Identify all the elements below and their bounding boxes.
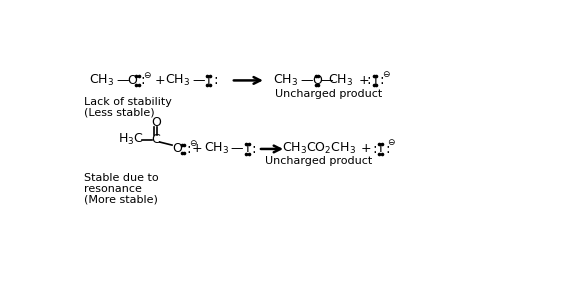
- Text: I: I: [373, 74, 377, 87]
- Text: +: +: [360, 142, 371, 156]
- Text: :: :: [140, 73, 145, 87]
- Text: $\mathrm{CH_3}$: $\mathrm{CH_3}$: [274, 73, 298, 88]
- Text: Uncharged product: Uncharged product: [275, 89, 382, 99]
- Text: :: :: [372, 142, 377, 156]
- Text: :: :: [385, 142, 390, 156]
- Text: —: —: [321, 74, 333, 87]
- Text: O: O: [127, 74, 138, 87]
- Text: $\mathrm{CH_3CO_2CH_3}$: $\mathrm{CH_3CO_2CH_3}$: [281, 141, 355, 156]
- Text: —: —: [301, 74, 313, 87]
- Text: —: —: [231, 142, 244, 156]
- Text: ⊖: ⊖: [387, 138, 395, 147]
- Text: O: O: [173, 142, 182, 156]
- Text: $\mathrm{H_3C}$: $\mathrm{H_3C}$: [118, 132, 144, 147]
- Text: Uncharged product: Uncharged product: [265, 156, 372, 166]
- Text: ⊖: ⊖: [382, 70, 390, 79]
- Text: $\mathrm{CH_3}$: $\mathrm{CH_3}$: [328, 73, 352, 88]
- Text: :: :: [213, 73, 218, 87]
- Text: :: :: [252, 142, 257, 156]
- Text: —: —: [192, 74, 205, 87]
- Text: Stable due to: Stable due to: [85, 173, 159, 183]
- Text: C: C: [151, 133, 160, 146]
- Text: +: +: [155, 74, 165, 87]
- Text: :: :: [380, 73, 384, 87]
- Text: ⊖: ⊖: [143, 71, 151, 80]
- Text: ⊖: ⊖: [189, 139, 197, 148]
- Text: $\mathrm{CH_3}$: $\mathrm{CH_3}$: [204, 141, 229, 156]
- Text: I: I: [378, 142, 382, 156]
- Text: +: +: [358, 74, 369, 87]
- Text: —: —: [116, 74, 129, 87]
- Text: I: I: [245, 142, 249, 156]
- Text: O: O: [151, 116, 161, 129]
- Text: (More stable): (More stable): [85, 195, 158, 205]
- Text: (Less stable): (Less stable): [85, 108, 155, 118]
- Text: I: I: [206, 74, 210, 87]
- Text: $\mathrm{CH_3}$: $\mathrm{CH_3}$: [89, 73, 114, 88]
- Text: :: :: [367, 73, 371, 87]
- Text: +: +: [192, 142, 202, 156]
- Text: resonance: resonance: [85, 184, 142, 194]
- Text: O: O: [312, 74, 322, 87]
- Text: $\mathrm{CH_3}$: $\mathrm{CH_3}$: [165, 73, 190, 88]
- Text: Lack of stability: Lack of stability: [85, 97, 173, 107]
- Text: :: :: [186, 142, 191, 156]
